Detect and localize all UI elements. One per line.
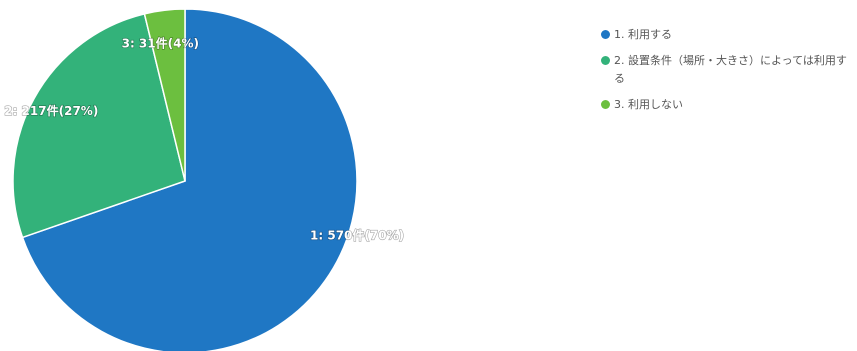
pie-slice-3[interactable] (143, 8, 186, 182)
legend-item-2[interactable]: 2. 設置条件（場所・大きさ）によっては利用する (601, 52, 851, 88)
pie-data-labels: 1: 570件(70%) 2: 217件(27%) 3: 31件(4%) (4, 35, 405, 243)
legend-label-2: 2. 設置条件（場所・大きさ）によっては利用する (614, 54, 847, 85)
legend-item-3[interactable]: 3. 利用しない (601, 96, 851, 114)
legend-marker-3 (601, 100, 610, 109)
legend-marker-1 (601, 30, 610, 39)
pie-data-label-3: 3: 31件(4%) (122, 36, 199, 51)
pie-slice-1[interactable] (21, 8, 358, 351)
pie-data-label-1: 1: 570件(70%) (310, 227, 404, 242)
legend-label-3: 3. 利用しない (614, 98, 683, 111)
legend-marker-2 (601, 56, 610, 65)
legend-label-1: 1. 利用する (614, 28, 672, 41)
legend: 1. 利用する 2. 設置条件（場所・大きさ）によっては利用する 3. 利用しな… (601, 26, 851, 122)
pie-data-label-2: 2: 217件(27%) (4, 103, 98, 118)
legend-item-1[interactable]: 1. 利用する (601, 26, 851, 44)
pie-slice-2[interactable] (12, 12, 186, 239)
pie-slices (12, 8, 358, 351)
